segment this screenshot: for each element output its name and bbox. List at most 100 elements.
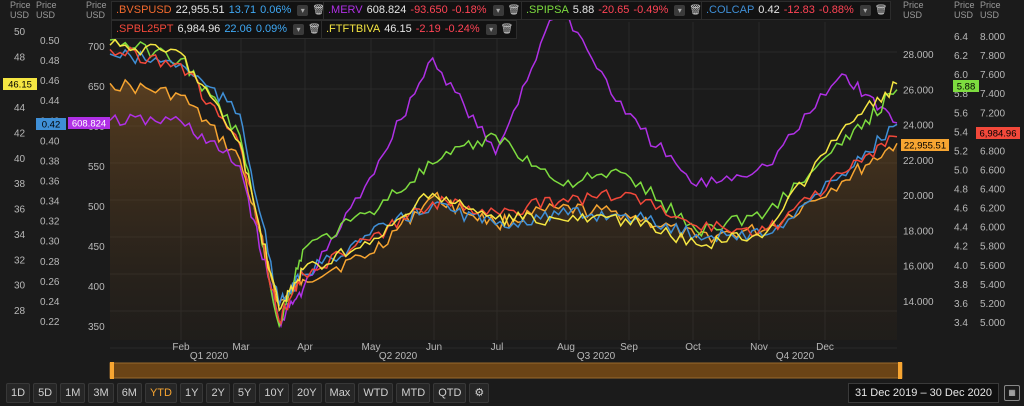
left-axis-tick: 400	[88, 282, 105, 293]
axis-header-usd: USD	[980, 10, 1000, 20]
left-axis-tick: 44	[14, 103, 26, 114]
legend-spipsa[interactable]: .SPIPSA 5.88 -20.65 -0.49% ▾ 🗑	[521, 1, 706, 20]
left-axis-tick: 0.26	[40, 277, 60, 288]
trash-icon[interactable]: 🗑	[500, 24, 514, 35]
trash-icon[interactable]: 🗑	[874, 5, 888, 16]
trash-icon[interactable]: 🗑	[312, 5, 326, 16]
timeframe-button-mtd[interactable]: MTD	[396, 383, 431, 403]
right-axis-tick: 6.4	[954, 32, 968, 43]
date-sep: –	[920, 387, 927, 399]
timeframe-button-5y[interactable]: 5Y	[232, 383, 257, 403]
gear-icon[interactable]: ⚙	[469, 383, 490, 403]
left-axis-tick: 0.22	[40, 317, 60, 328]
chevron-down-icon[interactable]: ▾	[485, 24, 497, 35]
series-line-bvspusd	[109, 78, 898, 307]
left-axis-tick: 450	[88, 242, 105, 253]
left-axis-tick: 650	[88, 82, 105, 93]
timeframe-button-6m[interactable]: 6M	[116, 383, 142, 403]
value-badge-text: 6,984.96	[980, 129, 1017, 140]
right-axis-tick: 18.000	[903, 226, 934, 237]
right-axis-tick: 5.600	[980, 261, 1005, 272]
quarter-label: Q4 2020	[776, 351, 815, 362]
timeframe-button-20y[interactable]: 20Y	[291, 383, 322, 403]
timeframe-button-3m[interactable]: 3M	[88, 383, 114, 403]
left-axis-tick: 40	[14, 154, 26, 165]
right-axis-tick: 14.000	[903, 297, 934, 308]
axis-header-usd: USD	[36, 10, 56, 20]
timeframe-button-10y[interactable]: 10Y	[259, 383, 289, 403]
right-axis-tick: 4.0	[954, 261, 968, 272]
value-badge	[36, 118, 66, 130]
left-axis-tick: 38	[14, 179, 26, 190]
date-from: 31 Dec 2019	[855, 387, 918, 399]
navigator-window[interactable]	[109, 362, 903, 379]
timeframe-button-max[interactable]: Max	[324, 383, 356, 403]
month-label: Nov	[750, 342, 768, 353]
timeframe-button-1y[interactable]: 1Y	[179, 383, 204, 403]
legend-merv[interactable]: .MERV 608.824 -93.650 -0.18% ▾ 🗑	[323, 1, 524, 20]
legend-colcap[interactable]: .COLCAP 0.42 -12.83 -0.88% ▾ 🗑	[701, 1, 891, 20]
legend-ftftbiva[interactable]: .FTFTBIVA 46.15 -2.19 -0.24% ▾ 🗑	[321, 20, 517, 39]
right-axis-tick: 16.000	[903, 262, 934, 273]
right-axis-tick: 5.4	[954, 127, 968, 138]
right-axis-tick: 5.6	[954, 108, 968, 119]
right-axis-tick: 3.8	[954, 280, 968, 291]
value-badge	[953, 80, 979, 92]
legend-change-pct: -0.49%	[633, 4, 669, 16]
month-label: Oct	[685, 342, 701, 353]
right-axis-tick: 5.8	[954, 89, 968, 100]
series-line-merv	[109, 0, 898, 329]
chevron-down-icon[interactable]: ▾	[492, 5, 504, 16]
trash-icon[interactable]: 🗑	[689, 5, 702, 16]
value-badge-text: 0.42	[42, 120, 61, 131]
timeframe-button-qtd[interactable]: QTD	[433, 383, 467, 403]
right-axis-tick: 6.2	[954, 51, 968, 62]
right-axis-tick: 24.000	[903, 121, 934, 132]
date-range[interactable]: 31 Dec 2019 – 30 Dec 2020	[848, 383, 1000, 403]
right-axis-tick: 4.4	[954, 223, 968, 234]
navigator-right-handle[interactable]	[898, 362, 902, 379]
right-axis-tick: 5.200	[980, 299, 1005, 310]
chevron-down-icon[interactable]: ▾	[297, 5, 309, 16]
left-axis-tick: 0.32	[40, 217, 60, 228]
timeframe-button-wtd[interactable]: WTD	[358, 383, 394, 403]
left-axis-tick: 50	[14, 27, 26, 38]
month-label: Sep	[620, 342, 638, 353]
axis-header-usd: USD	[86, 10, 106, 20]
chevron-down-icon[interactable]: ▾	[293, 24, 305, 35]
navigator[interactable]	[109, 362, 903, 379]
trash-icon[interactable]: 🗑	[308, 24, 321, 35]
legend-last-value: 6,984.96	[177, 23, 221, 35]
trash-icon[interactable]: 🗑	[507, 5, 521, 16]
right-axis-tick: 5.400	[980, 280, 1005, 291]
legend-symbol: .BVSPUSD	[116, 4, 172, 16]
timeframe-button-5d[interactable]: 5D	[33, 383, 58, 403]
legend-last-value: 608.824	[366, 4, 407, 16]
timeframe-button-1d[interactable]: 1D	[6, 383, 31, 403]
legend-spbl25pt[interactable]: .SPBL25PT 6,984.96 22.06 0.09% ▾ 🗑	[111, 20, 325, 39]
left-axis-tick: 36	[14, 205, 26, 216]
left-axis-tick: 48	[14, 52, 26, 63]
axis-header-price: Price	[903, 0, 924, 10]
calendar-icon[interactable]: ▦	[1004, 385, 1020, 401]
timeframe-button-1m[interactable]: 1M	[60, 383, 86, 403]
left-axis-tick: 0.40	[40, 136, 60, 147]
value-badge-text: 46.15	[8, 80, 32, 91]
value-badge	[901, 139, 949, 151]
navigator-left-handle[interactable]	[110, 362, 114, 379]
month-label: Dec	[816, 342, 834, 353]
timeframe-button-ytd[interactable]: YTD	[144, 383, 177, 403]
axes: 5048464442403836343230280.500.480.460.44…	[10, 0, 1005, 362]
chevron-down-icon[interactable]: ▾	[859, 5, 871, 16]
legend-change: -12.83	[783, 4, 815, 16]
right-axis-tick: 20.000	[903, 191, 934, 202]
timeframe-button-2y[interactable]: 2Y	[206, 383, 230, 403]
chevron-down-icon[interactable]: ▾	[674, 5, 686, 16]
value-badge	[976, 127, 1020, 139]
axis-header-price: Price	[10, 0, 31, 10]
left-axis-tick: 700	[88, 42, 105, 53]
legend-last-value: 46.15	[384, 23, 412, 35]
legend-last-value: 0.42	[758, 4, 780, 16]
legend-bvspusd[interactable]: .BVSPUSD 22,955.51 13.71 0.06% ▾ 🗑	[111, 1, 329, 20]
